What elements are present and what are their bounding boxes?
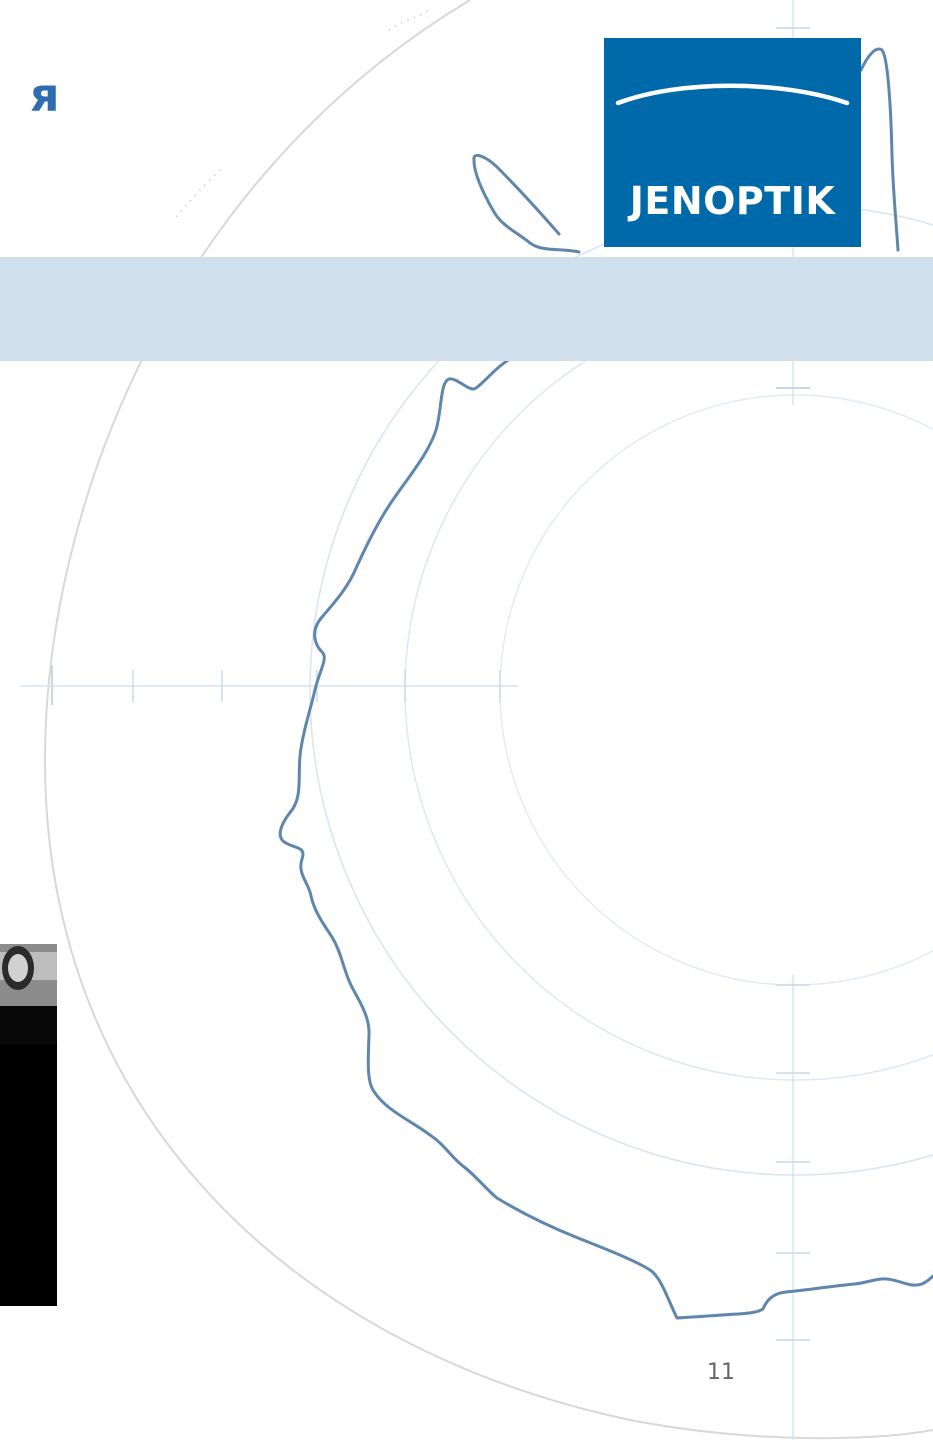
jenoptik-logo: JENOPTIK [604, 38, 861, 247]
photo-thumbnail [0, 944, 57, 1306]
header-band [0, 257, 933, 361]
profile-upper-lobe [472, 153, 581, 254]
photo-thumbnail-icon [0, 944, 57, 1044]
title-fragment: я [30, 68, 60, 122]
logo-arc-icon [615, 83, 850, 106]
profile-upper-spike [859, 47, 900, 252]
grid-circle-3 [499, 394, 933, 986]
page-number: 11 [707, 1360, 735, 1385]
outer-dots [174, 7, 433, 219]
roundness-profile-line [278, 353, 933, 1320]
grid-circle-2 [404, 299, 933, 1081]
logo-text: JENOPTIK [629, 179, 836, 223]
